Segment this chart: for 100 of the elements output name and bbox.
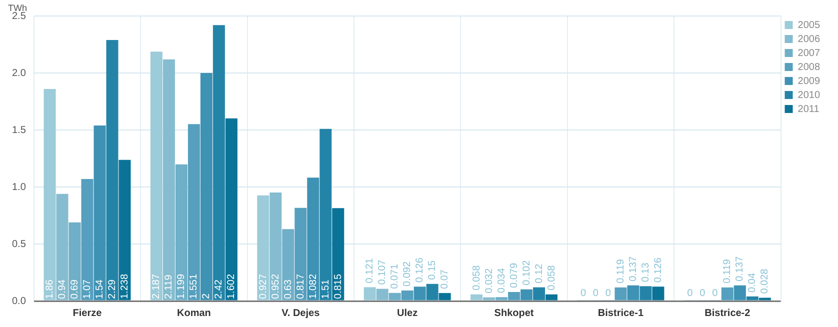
data-label: 0.927 [258,274,269,299]
data-label: 1.51 [320,279,332,299]
data-label: 0.092 [402,261,414,287]
bar [81,179,94,300]
data-label: 1.602 [226,274,238,299]
data-label: 0.952 [270,274,282,299]
data-label: 0.126 [414,257,426,283]
bar [364,287,376,300]
legend-label: 2011 [798,104,820,115]
bar [118,160,131,300]
bar [746,296,758,300]
bar [627,285,640,300]
data-label: 0.13 [640,262,652,282]
data-label: 0.071 [390,263,401,289]
bar [270,192,282,300]
legend-label: 2010 [798,90,820,101]
data-label: 0.137 [628,256,639,282]
bar [150,52,162,300]
bar [734,285,746,300]
data-label: 0 [687,288,694,299]
data-label: 1.082 [308,274,319,299]
legend-label: 2009 [798,76,820,87]
y-tick-label: 0.5 [12,238,26,250]
data-label: 0.07 [440,269,451,290]
legend-label: 2006 [798,34,820,45]
data-label: 0.079 [508,262,520,288]
bar [332,208,344,300]
y-tick-label: 1.0 [12,182,26,193]
data-label: 2 [201,293,212,299]
bar [56,194,68,300]
data-label: 0 [580,288,586,299]
data-label: 0.121 [364,258,376,284]
x-tick-label: Bistrice-1 [598,308,644,319]
data-label: 0.034 [496,268,508,294]
bar [44,88,56,300]
data-label: 0.817 [295,274,306,299]
data-label: 0.126 [652,257,664,283]
y-tick-label: 0.0 [12,296,26,307]
legend-label: 2005 [798,20,820,31]
bar [414,286,426,300]
data-label: 1.86 [44,279,56,299]
x-tick-label: Bistrice-2 [704,308,751,319]
data-label: 0.107 [377,259,388,285]
bar [520,289,533,300]
data-label: 1.238 [119,274,130,299]
bar [388,292,401,300]
bar [282,229,294,300]
bar [175,164,188,300]
data-label: 0.12 [534,263,545,284]
y-tick-label: 2.5 [12,10,26,22]
bar [508,292,520,300]
data-label: 0.028 [760,268,771,294]
bar [320,128,332,300]
data-label: 1.551 [188,274,200,299]
bar [652,286,664,300]
data-label: 2.29 [106,279,118,299]
data-label: 2.119 [164,274,175,299]
bar [106,40,118,300]
data-label: 2.42 [214,279,225,299]
bar [721,287,734,300]
bar [426,284,438,300]
bar [758,298,771,300]
data-label: 1.54 [94,279,106,299]
data-label: 0.69 [70,279,80,299]
data-label: 0.058 [546,264,558,290]
data-label: 0.94 [57,279,68,299]
data-label: 0.04 [747,272,758,292]
y-axis-title: TWh [8,2,27,13]
data-label: 0 [712,288,718,299]
data-label: 2.187 [151,274,162,299]
bar [212,25,225,300]
bar [225,118,238,300]
bar [307,178,320,300]
y-tick-label: 1.5 [12,124,26,136]
bar [614,287,627,300]
bar [257,195,270,300]
data-label: 1.199 [176,274,188,299]
x-tick-label: Fierze [72,308,102,319]
bar [483,297,496,300]
legend-label: 2008 [798,62,820,73]
bar [188,124,200,300]
bar [94,125,106,300]
bar [438,293,451,300]
x-tick-label: Shkopet [494,308,534,319]
data-label: 1.07 [82,279,93,299]
data-label: 0.63 [282,279,294,299]
bar [294,208,307,300]
bar [401,290,414,300]
data-label: 0.119 [722,258,734,284]
x-tick-label: V. Dejes [282,308,320,319]
x-tick-label: Koman [176,308,211,319]
data-label: 0.119 [615,258,626,284]
data-label: 0 [592,288,599,299]
bar [496,297,508,300]
data-label: 0.15 [427,260,438,280]
data-label: 0.058 [471,264,482,290]
y-tick-label: 2.0 [12,68,26,79]
data-label: 0.032 [484,268,495,294]
bar [200,73,212,300]
bar [376,288,388,300]
